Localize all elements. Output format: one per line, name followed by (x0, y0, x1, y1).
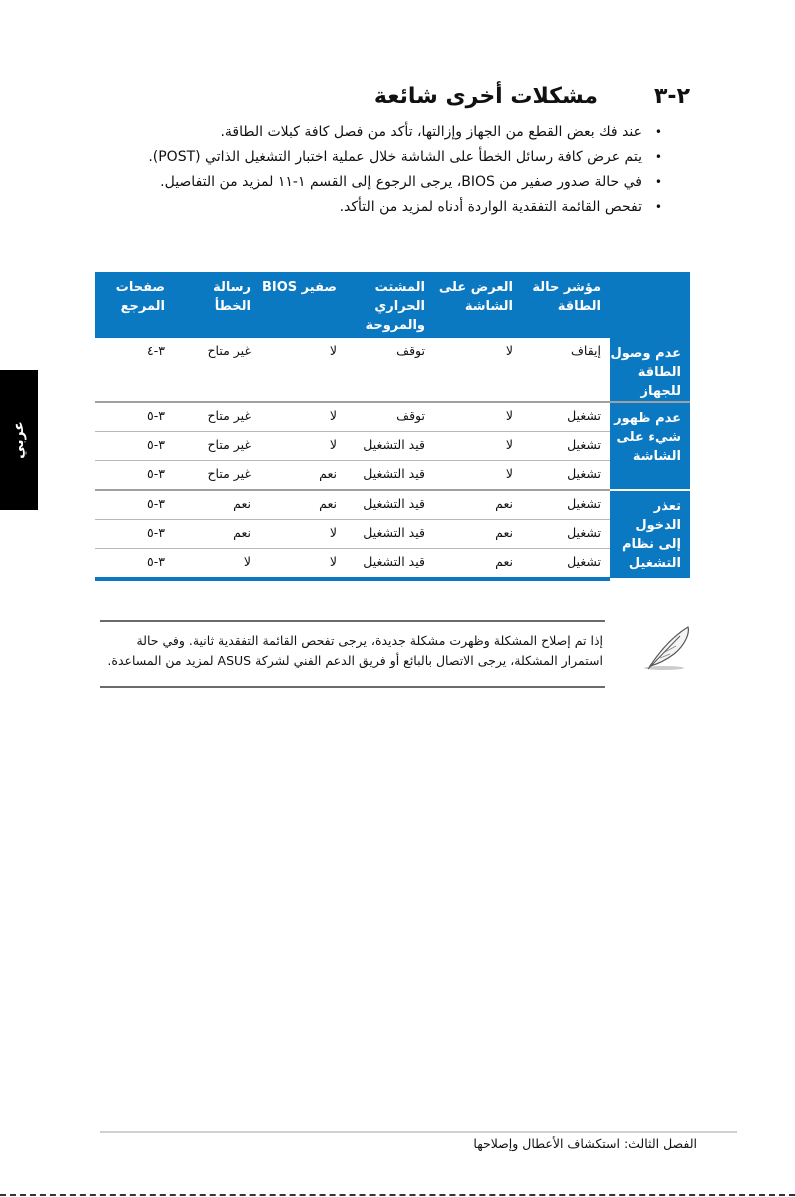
bullet-item: • في حالة صدور صفير من BIOS، يرجى الرجوع … (148, 170, 662, 195)
table-cell: ٣-٥ (95, 460, 174, 491)
table-row: تشغيل لا قيد التشغيل نعم غير متاح ٣-٥ (95, 460, 690, 491)
table-cell: ٣-٥ (95, 519, 174, 549)
bullet-icon: • (654, 175, 662, 189)
note-text: إذا تم إصلاح المشكلة وظهرت مشكلة جديدة، … (107, 633, 603, 668)
row-group-label: عدم ظهور شيء على الشاشة (610, 402, 690, 491)
table-cell: قيد التشغيل (346, 431, 434, 461)
table-cell: نعم (434, 490, 522, 520)
table-cell: لا (260, 431, 346, 461)
table-cell: غير متاح (174, 460, 260, 491)
bullet-item: • تفحص القائمة التفقدية الواردة أدناه لمز… (148, 195, 662, 220)
header-cell: صفير BIOS (260, 272, 346, 338)
table-row: تشغيل نعم قيد التشغيل لا نعم ٣-٥ (95, 519, 690, 549)
table-cell: نعم (260, 490, 346, 520)
section-heading: ٢-٣ مشكلات أخرى شائعة (374, 84, 690, 109)
table-cell: إيقاف (522, 338, 610, 403)
table-cell: نعم (174, 490, 260, 520)
table-cell: ٣-٤ (95, 338, 174, 403)
table-cell: لا (434, 460, 522, 491)
table-cell: ٣-٥ (95, 548, 174, 581)
feather-pen-icon (644, 626, 689, 670)
table-cell: قيد التشغيل (346, 460, 434, 491)
table-cell: غير متاح (174, 431, 260, 461)
header-cell: المشتت الحراري والمروحة (346, 272, 434, 338)
bullet-item: • عند فك بعض القطع من الجهاز وإزالتها، تأ… (148, 120, 662, 145)
table-cell: غير متاح (174, 402, 260, 432)
section-title: مشكلات أخرى شائعة (373, 84, 598, 109)
table-cell: ٣-٥ (95, 402, 174, 432)
note-divider-bottom (100, 686, 605, 688)
header-cell: صفحات المرجع (95, 272, 174, 338)
table-cell: تشغيل (522, 490, 610, 520)
header-cell: العرض على الشاشة (434, 272, 522, 338)
bullet-icon: • (654, 150, 662, 164)
bullet-icon: • (654, 200, 662, 214)
table-row: عدم وصول الطاقة للجهاز إيقاف لا توقف لا غير م… (95, 338, 690, 403)
row-group-label: عدم وصول الطاقة للجهاز (610, 338, 690, 403)
language-side-tab: عربي (0, 370, 38, 510)
table-cell: قيد التشغيل (346, 519, 434, 549)
table-cell: توقف (346, 338, 434, 403)
table-cell: لا (260, 548, 346, 581)
table-cell: لا (260, 402, 346, 432)
table-cell: نعم (434, 519, 522, 549)
table-row: تعذر الدخول إلى نظام التشغيل تشغيل نعم قيد … (95, 490, 690, 580)
table-cell: لا (174, 548, 260, 581)
footer-divider (100, 1131, 737, 1133)
table-cell: تشغيل (522, 431, 610, 461)
table-cell: تشغيل (522, 402, 610, 432)
table-cell: نعم (434, 548, 522, 581)
bullet-item: • يتم عرض كافة رسائل الخطأ على الشاشة خلا… (148, 145, 662, 170)
table-cell: لا (260, 338, 346, 403)
bullet-list: • عند فك بعض القطع من الجهاز وإزالتها، تأ… (148, 120, 662, 220)
table-cell: لا (434, 402, 522, 432)
table-cell: نعم (174, 519, 260, 549)
table-header-row: مؤشر حالة الطاقة العرض على الشاشة المشتت… (95, 272, 690, 338)
table-cell: ٣-٥ (95, 490, 174, 520)
header-cell (610, 272, 690, 338)
table-cell: توقف (346, 402, 434, 432)
troubleshooting-table: مؤشر حالة الطاقة العرض على الشاشة المشتت… (95, 272, 690, 581)
header-cell: مؤشر حالة الطاقة (522, 272, 610, 338)
table-cell: لا (260, 519, 346, 549)
table-cell: تشغيل (522, 519, 610, 549)
row-group-label: تعذر الدخول إلى نظام التشغيل (610, 490, 690, 580)
table-cell: نعم (260, 460, 346, 491)
table-cell: ٣-٥ (95, 431, 174, 461)
table-cell: قيد التشغيل (346, 490, 434, 520)
table-cell: تشغيل (522, 548, 610, 581)
table-cell: لا (434, 431, 522, 461)
table-cell: غير متاح (174, 338, 260, 403)
table-row: عدم ظهور شيء على الشاشة تشغيل لا توقف لا غير … (95, 402, 690, 491)
footer-chapter-title: الفصل الثالث: استكشاف الأعطال وإصلاحها (473, 1136, 697, 1151)
table-cell: تشغيل (522, 460, 610, 491)
note-divider-top (100, 620, 605, 622)
table-cell: لا (434, 338, 522, 403)
bullet-icon: • (654, 125, 662, 139)
table-cell: قيد التشغيل (346, 548, 434, 581)
table-row: تشغيل نعم قيد التشغيل لا لا ٣-٥ (95, 548, 690, 581)
section-number: ٢-٣ (653, 84, 690, 109)
crop-line (0, 1194, 795, 1196)
header-cell: رسالة الخطأ (174, 272, 260, 338)
table-row: تشغيل لا قيد التشغيل لا غير متاح ٣-٥ (95, 431, 690, 461)
